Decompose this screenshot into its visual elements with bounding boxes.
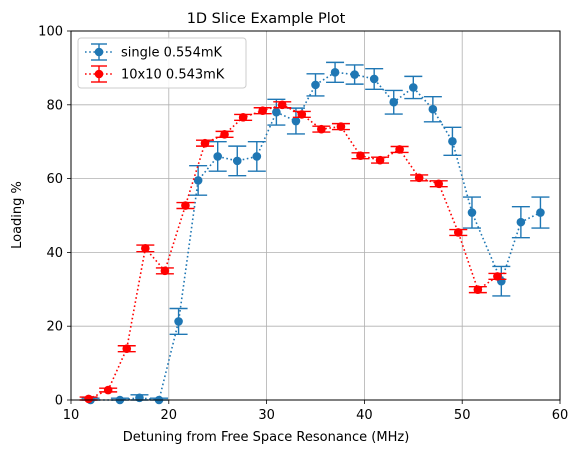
- data-point: [238, 113, 248, 122]
- data-point: [135, 393, 144, 403]
- data-point: [252, 152, 262, 161]
- x-tick-label: 50: [454, 408, 471, 423]
- data-point: [428, 104, 438, 114]
- legend-box: [77, 37, 247, 89]
- data-point: [220, 130, 229, 139]
- data-point: [84, 394, 93, 404]
- x-tick-label: 30: [258, 408, 275, 423]
- data-point: [409, 83, 418, 92]
- data-point: [453, 228, 463, 237]
- data-point: [141, 244, 150, 253]
- data-point: [356, 151, 365, 161]
- data-point: [434, 179, 444, 189]
- data-point: [232, 156, 242, 166]
- data-point: [467, 208, 477, 217]
- y-tick-label: 80: [46, 98, 63, 113]
- legend-marker: [94, 69, 104, 79]
- x-tick-label: 60: [552, 408, 569, 423]
- data-point: [493, 272, 502, 281]
- y-tick-label: 0: [55, 394, 63, 409]
- legend-marker: [94, 47, 104, 57]
- data-point: [181, 201, 190, 210]
- data-point: [193, 176, 203, 185]
- data-point: [516, 217, 526, 227]
- data-point: [174, 317, 183, 326]
- data-point: [103, 385, 113, 395]
- x-tick-label: 40: [356, 408, 373, 423]
- data-point: [291, 116, 301, 126]
- data-point: [350, 70, 359, 79]
- legend-entry-1: single 0.554mK: [85, 43, 222, 61]
- data-point: [213, 152, 222, 161]
- axis-ticks: 10 20 30 40 50 60 0 20 40 60 80 100: [38, 25, 568, 424]
- data-point: [473, 285, 483, 294]
- y-tick-label: 60: [46, 172, 63, 187]
- x-tick-label: 10: [63, 408, 80, 423]
- data-point: [336, 122, 346, 131]
- y-tick-label: 20: [46, 320, 63, 335]
- x-axis-label: Detuning from Free Space Resonance (MHz): [123, 430, 410, 445]
- data-point: [317, 124, 326, 134]
- legend-entry-2: 10x10 0.543mK: [85, 65, 225, 83]
- data-point: [258, 106, 267, 116]
- plot-frame: [70, 30, 561, 401]
- data-point: [297, 110, 307, 119]
- legend-label: single 0.554mK: [121, 46, 222, 61]
- data-point: [277, 100, 287, 110]
- x-tick-label: 20: [161, 408, 178, 423]
- data-point: [272, 107, 281, 117]
- data-point: [389, 97, 399, 107]
- data-point: [200, 138, 210, 148]
- data-point: [160, 266, 170, 276]
- data-point: [536, 208, 545, 217]
- series-1: [81, 61, 550, 405]
- y-tick-label: 100: [38, 25, 63, 40]
- plot-series: [79, 61, 550, 405]
- legend: single 0.554mK 10x10 0.543mK: [77, 37, 247, 89]
- y-axis-label: Loading %: [10, 181, 25, 249]
- data-point: [330, 68, 340, 77]
- data-point: [311, 80, 320, 90]
- y-tick-label: 40: [46, 246, 63, 261]
- data-point: [122, 344, 132, 354]
- data-point: [375, 155, 385, 165]
- data-point: [395, 145, 404, 154]
- data-point: [369, 74, 379, 84]
- series-line: [90, 71, 541, 401]
- data-point: [448, 137, 457, 146]
- chart-title: 1D Slice Example Plot: [187, 11, 346, 27]
- series-2: [79, 100, 507, 404]
- legend-label: 10x10 0.543mK: [121, 68, 225, 83]
- data-point: [414, 173, 424, 183]
